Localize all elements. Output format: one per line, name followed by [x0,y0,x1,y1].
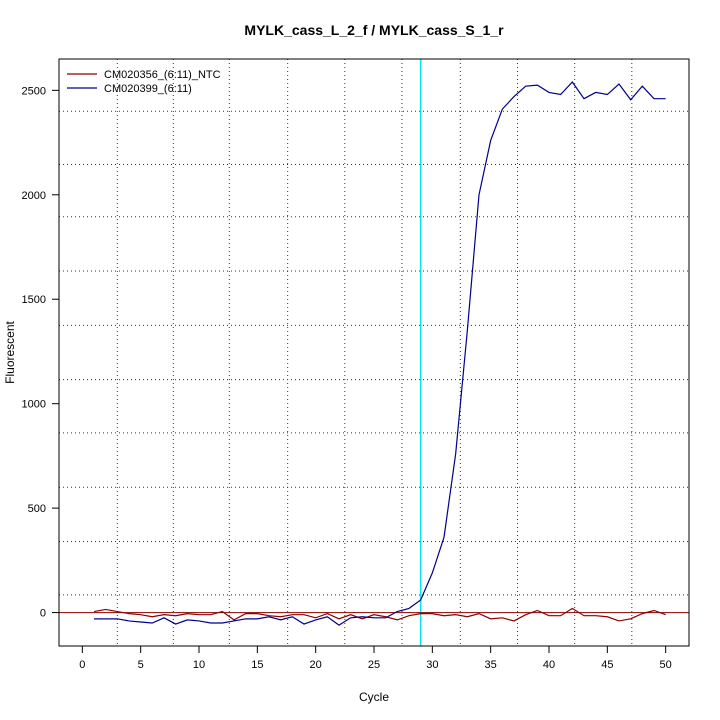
x-tick-label: 40 [543,659,555,671]
y-tick-label: 0 [40,608,46,620]
x-tick-label: 20 [310,659,322,671]
x-tick-label: 50 [660,659,672,671]
legend: CM020356_(6:11)_NTC CM020399_(6:11) [67,69,221,95]
plot-frame [58,58,690,647]
chart-title: MYLK_cass_L_2_f / MYLK_cass_S_1_r [244,22,504,38]
y-tick-label: 1000 [22,399,46,411]
x-tick-label: 30 [426,659,438,671]
x-tick-label: 15 [251,659,263,671]
x-tick-label: 10 [193,659,205,671]
x-tick-label: 5 [138,659,144,671]
x-axis: 0 5 10 15 20 25 30 35 40 45 50 [79,645,672,671]
series-line-1 [93,607,666,622]
y-axis-label: Fluorescent [3,320,17,383]
x-tick-label: 0 [79,659,85,671]
y-tick-label: 1500 [22,294,46,306]
series-group [93,81,666,626]
y-axis: 0 500 1000 1500 2000 2500 [22,85,59,620]
x-tick-label: 25 [368,659,380,671]
y-tick-label: 2500 [22,85,46,97]
legend-label-2: CM020399_(6:11) [104,83,192,95]
y-tick-label: 2000 [22,190,46,202]
grid [59,59,689,646]
y-tick-label: 500 [28,503,46,515]
legend-label-1: CM020356_(6:11)_NTC [104,69,221,81]
series-line-2 [94,81,666,626]
x-tick-label: 35 [485,659,497,671]
x-axis-label: Cycle [359,690,389,704]
x-tick-label: 45 [601,659,613,671]
